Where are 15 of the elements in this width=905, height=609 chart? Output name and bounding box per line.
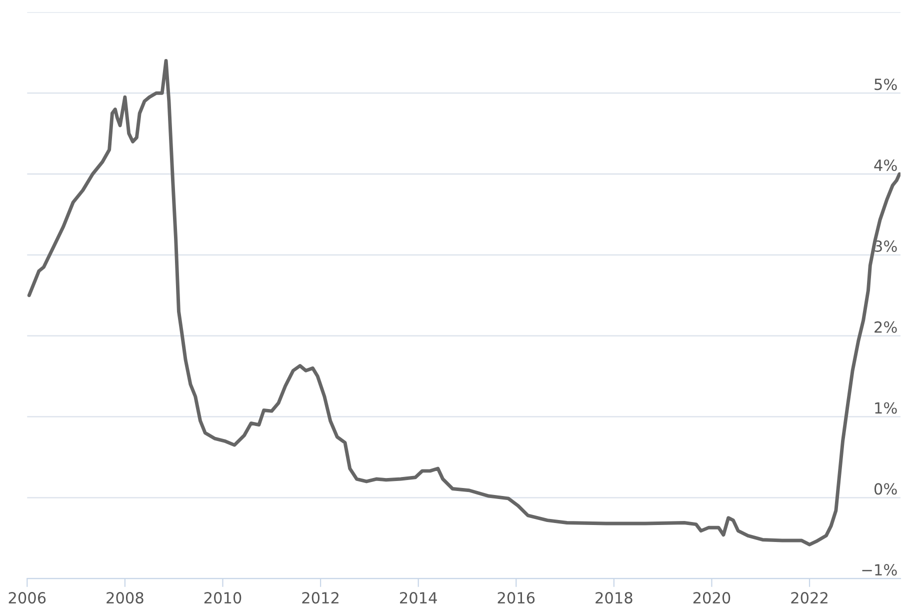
x-tick-label: 2008: [106, 592, 144, 604]
y-tick-label: 0%: [874, 483, 897, 495]
x-tick-label: 2012: [302, 592, 338, 604]
x-tick-label: 2010: [204, 592, 242, 604]
x-tick-label: 2018: [596, 592, 632, 604]
y-tick-label: 1%: [875, 402, 897, 414]
x-tick-label: 2020: [693, 592, 730, 604]
y-tick-label: 5%: [874, 78, 897, 90]
x-tick-label: 2016: [498, 592, 535, 604]
y-tick-label: 2%: [874, 321, 897, 333]
x-tick-label: 2006: [8, 592, 46, 604]
x-tick-label: 2022: [791, 592, 828, 604]
x-tick-label: 2014: [400, 592, 437, 604]
y-tick-label: 4%: [874, 159, 897, 172]
y-tick-label: −1%: [862, 564, 897, 576]
